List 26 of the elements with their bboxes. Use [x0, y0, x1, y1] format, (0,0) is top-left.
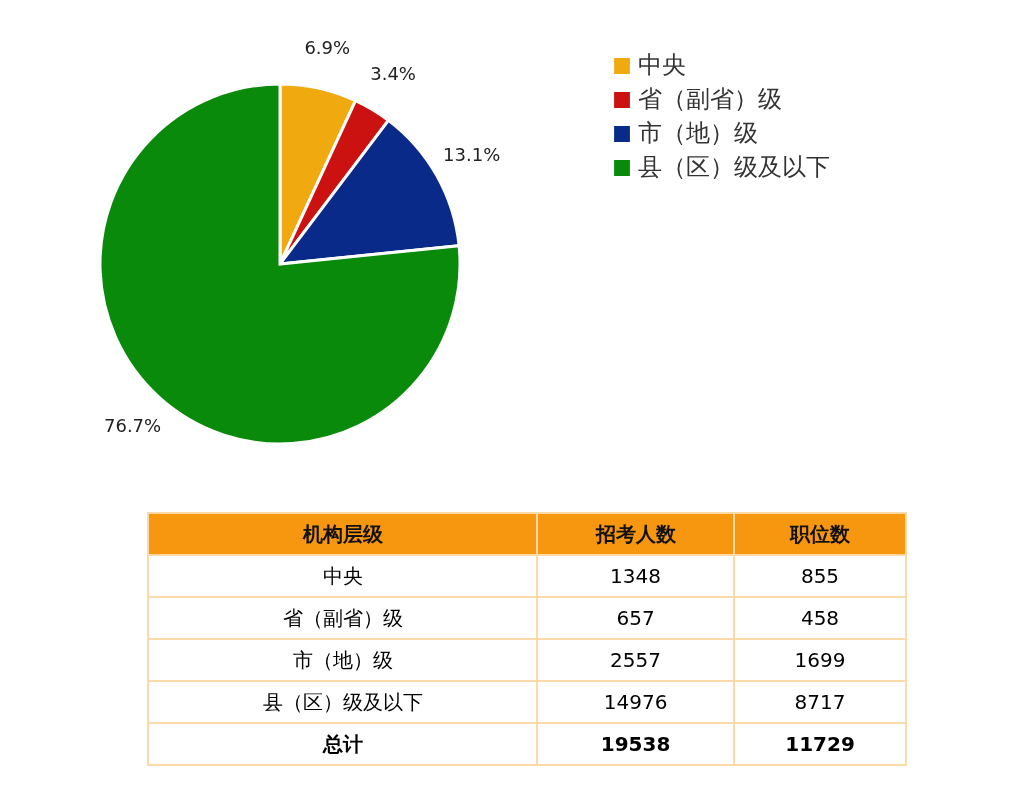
data-label: 3.4% — [370, 63, 416, 85]
category-label: 市（地）级 — [148, 639, 538, 681]
data-label: 1348 — [537, 555, 735, 597]
data-label: 657 — [537, 597, 735, 639]
legend-label: 县（区）级及以下 — [638, 153, 830, 181]
data-label: 458 — [734, 597, 906, 639]
data-label: 8717 — [734, 681, 906, 723]
data-label: 1699 — [734, 639, 906, 681]
data-label: 11729 — [734, 723, 906, 765]
data-label: 14976 — [537, 681, 735, 723]
data-label: 855 — [734, 555, 906, 597]
text: 机构层级 — [148, 513, 538, 555]
data-label: 13.1% — [443, 144, 501, 165]
text: 招考人数 — [537, 513, 735, 555]
category-label: 中央 — [148, 555, 538, 597]
data-label: 6.9% — [304, 37, 351, 59]
category-label: 县（区）级及以下 — [148, 681, 538, 723]
legend-label: 中央 — [638, 51, 686, 79]
legend-label: 市（地）级 — [638, 119, 758, 147]
category-label: 省（副省）级 — [148, 597, 538, 639]
legend-label: 省（副省）级 — [638, 85, 782, 113]
data-label: 19538 — [537, 723, 735, 765]
text: 职位数 — [734, 513, 906, 555]
data-label: 76.7% — [103, 415, 162, 437]
data-label: 2557 — [537, 639, 735, 681]
category-label: 总计 — [148, 723, 538, 765]
